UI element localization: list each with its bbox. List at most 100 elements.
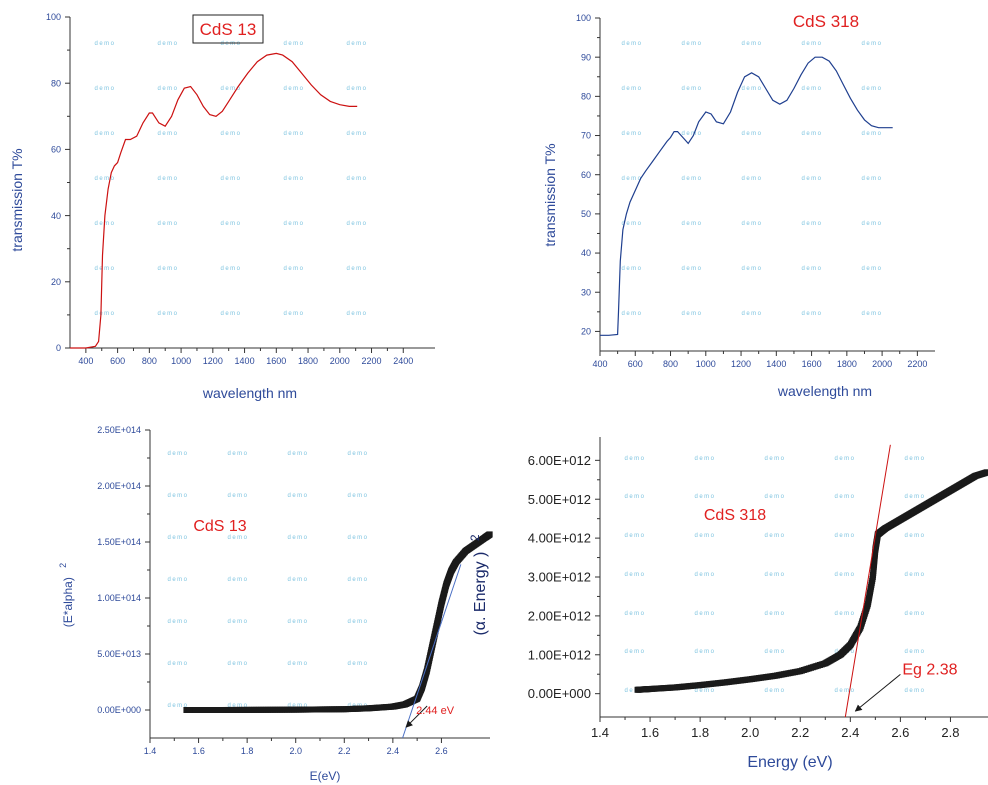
watermark-text: demo <box>346 176 367 182</box>
chart-cds318-transmission: demo demo demo demo demo demo demo demo demo demo… <box>542 12 935 399</box>
watermark-text: demo <box>681 221 702 227</box>
watermark-text: demo <box>157 176 178 182</box>
watermark-text: demo <box>621 41 642 47</box>
x-axis-label: wavelength nm <box>777 383 872 399</box>
y-axis-label: transmission T% <box>542 143 558 246</box>
x-tick-label: 1400 <box>235 356 255 366</box>
watermark-text: demo <box>167 703 188 709</box>
watermark-text: demo <box>834 456 855 462</box>
watermark-text: demo <box>621 266 642 272</box>
watermark-text: demo <box>741 41 762 47</box>
watermark-text: demo <box>283 86 304 92</box>
y-tick-label: 60 <box>51 145 61 155</box>
watermark-text: demo <box>621 86 642 92</box>
x-tick-label: 600 <box>110 356 125 366</box>
watermark-text: demo <box>861 131 882 137</box>
watermark-text: demo <box>220 41 241 47</box>
y-tick-label: 3.00E+012 <box>528 570 591 585</box>
watermark-text: demo <box>904 649 925 655</box>
watermark-text: demo <box>694 688 715 694</box>
x-tick-label: 1200 <box>203 356 223 366</box>
watermark-text: demo <box>741 266 762 272</box>
annotation-label: Eg 2.38 <box>902 661 957 678</box>
y-tick-label: 20 <box>581 327 591 337</box>
watermark-text: demo <box>621 311 642 317</box>
watermark-text: demo <box>681 86 702 92</box>
x-tick-label: 2.0 <box>741 725 759 740</box>
watermark-text: demo <box>283 176 304 182</box>
watermark-text: demo <box>346 86 367 92</box>
watermark-text: demo <box>157 266 178 272</box>
y-axis-label-main: (α. Energy ) <box>472 552 489 636</box>
watermark-text: demo <box>283 131 304 137</box>
axes-group <box>599 18 935 352</box>
watermark-text: demo <box>621 221 642 227</box>
x-tick-label: 1.4 <box>591 725 609 740</box>
x-tick-label: 2000 <box>330 356 350 366</box>
watermark-text: demo <box>801 311 822 317</box>
watermark-layer: demo demo demo demo demo demo demo demo demo demo… <box>167 451 367 709</box>
y-tick-label: 2.00E+012 <box>528 608 591 623</box>
x-tick-label: 2000 <box>872 359 892 369</box>
x-tick-label: 2200 <box>907 359 927 369</box>
data-points <box>634 469 988 693</box>
watermark-text: demo <box>904 688 925 694</box>
watermark-text: demo <box>741 176 762 182</box>
data-point <box>984 469 988 476</box>
watermark-text: demo <box>904 533 925 539</box>
watermark-text: demo <box>904 611 925 617</box>
series-line <box>70 52 358 349</box>
watermark-text: demo <box>283 41 304 47</box>
watermark-text: demo <box>220 176 241 182</box>
watermark-text: demo <box>801 131 822 137</box>
x-tick-label: 2200 <box>362 356 382 366</box>
y-axis-label: transmission T% <box>9 148 25 251</box>
annotation-arrow <box>405 705 428 728</box>
y-tick-label: 90 <box>581 52 591 62</box>
axes-group <box>149 430 490 739</box>
y-tick-label: 1.00E+012 <box>528 647 591 662</box>
watermark-text: demo <box>624 456 645 462</box>
y-tick-label: 5.00E+013 <box>97 649 141 659</box>
x-tick-label: 2.6 <box>435 746 448 756</box>
watermark-text: demo <box>624 688 645 694</box>
x-tick-label: 2.6 <box>891 725 909 740</box>
x-tick-label: 1000 <box>171 356 191 366</box>
watermark-text: demo <box>681 266 702 272</box>
watermark-text: demo <box>287 619 308 625</box>
x-tick-label: 1.6 <box>192 746 205 756</box>
fit-line <box>402 564 462 739</box>
watermark-text: demo <box>227 535 248 541</box>
watermark-text: demo <box>741 221 762 227</box>
watermark-text: demo <box>741 86 762 92</box>
watermark-text: demo <box>157 86 178 92</box>
ticks-group: 400 600 800 1000 1200 1400 1600 1800 2000 2200 20 3… <box>576 13 927 369</box>
y-tick-label: 40 <box>51 211 61 221</box>
x-tick-label: 1.4 <box>144 746 157 756</box>
watermark-text: demo <box>904 572 925 578</box>
watermark-text: demo <box>283 311 304 317</box>
watermark-text: demo <box>346 311 367 317</box>
x-tick-label: 2.0 <box>289 746 302 756</box>
watermark-text: demo <box>694 649 715 655</box>
watermark-text: demo <box>834 611 855 617</box>
y-tick-label: 0.00E+000 <box>528 686 591 701</box>
y-tick-label: 60 <box>581 170 591 180</box>
chart-title: CdS 318 <box>793 12 859 31</box>
watermark-text: demo <box>227 577 248 583</box>
watermark-layer: demo demo demo demo demo demo demo demo demo demo… <box>621 41 882 317</box>
watermark-text: demo <box>227 619 248 625</box>
y-tick-label: 80 <box>581 92 591 102</box>
watermark-text: demo <box>157 131 178 137</box>
watermark-text: demo <box>220 86 241 92</box>
y-tick-label: 1.00E+014 <box>97 593 141 603</box>
annotation-label: 2.44 eV <box>416 705 455 717</box>
watermark-text: demo <box>624 533 645 539</box>
watermark-text: demo <box>167 493 188 499</box>
y-axis-label-main: (E*alpha) <box>61 577 75 627</box>
y-tick-label: 40 <box>581 248 591 258</box>
y-tick-label: 70 <box>581 131 591 141</box>
watermark-text: demo <box>801 176 822 182</box>
y-tick-label: 6.00E+012 <box>528 453 591 468</box>
watermark-text: demo <box>624 649 645 655</box>
